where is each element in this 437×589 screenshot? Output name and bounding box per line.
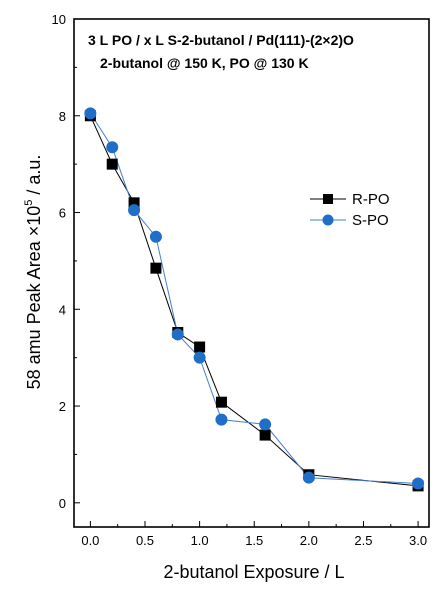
y-tick-label: 2 [59,399,66,414]
series-layer [84,107,425,492]
legend-r-po-marker [323,194,333,204]
legend-s-po-label: S-PO [352,212,389,229]
x-axis-label: 2-butanol Exposure / L [163,562,344,582]
y-tick-label: 4 [59,302,66,317]
series-line-r-po [89,115,419,487]
data-point-s-po [215,413,228,426]
data-point-s-po [302,471,315,484]
x-tick-label: 3.0 [409,533,427,548]
data-point-s-po [128,204,141,217]
data-point-s-po [171,328,184,341]
data-point-r-po [106,158,118,170]
y-tick-label: 10 [52,12,66,27]
x-tick-label: 2.0 [300,533,318,548]
chart-title: 3 L PO / x L S-2-butanol / Pd(111)-(2×2)… [88,32,354,48]
data-point-s-po [149,230,162,243]
data-point-r-po [194,341,206,353]
series-line-s-po [89,113,419,484]
y-axis-label: 58 amu Peak Area ×105 / a.u. [23,155,44,390]
data-point-r-po [128,197,140,209]
ticks-layer: 0.0 0.5 1.0 1.5 2.0 2.5 3.0 0 2 4 6 8 10 [52,12,428,548]
data-point-r-po [259,429,271,441]
x-tick-label: 1.5 [245,533,263,548]
x-tick-label: 1.0 [191,533,209,548]
y-axis-label-prefix: 58 amu Peak Area ×10 [24,206,44,390]
chart-subtitle: 2-butanol @ 150 K, PO @ 130 K [100,55,309,71]
y-tick-label: 8 [59,109,66,124]
y-axis-label-suffix: / a.u. [24,155,44,200]
data-point-s-po [193,351,206,364]
x-tick-label: 0.0 [81,533,99,548]
x-tick-label: 2.5 [354,533,372,548]
y-tick-label: 6 [59,206,66,221]
data-point-r-po [150,262,162,274]
y-axis-label-exponent: 5 [23,200,35,206]
data-point-s-po [259,418,272,431]
plot-frame [73,18,430,528]
x-tick-label: 0.5 [136,533,154,548]
data-point-s-po [412,477,425,490]
legend-s-po-marker [322,214,334,226]
data-point-s-po [84,107,97,120]
data-point-s-po [106,141,119,154]
legend: R-PO S-PO [310,191,390,229]
y-tick-label: 0 [59,496,66,511]
legend-r-po-label: R-PO [352,191,390,208]
data-point-r-po [215,396,227,408]
